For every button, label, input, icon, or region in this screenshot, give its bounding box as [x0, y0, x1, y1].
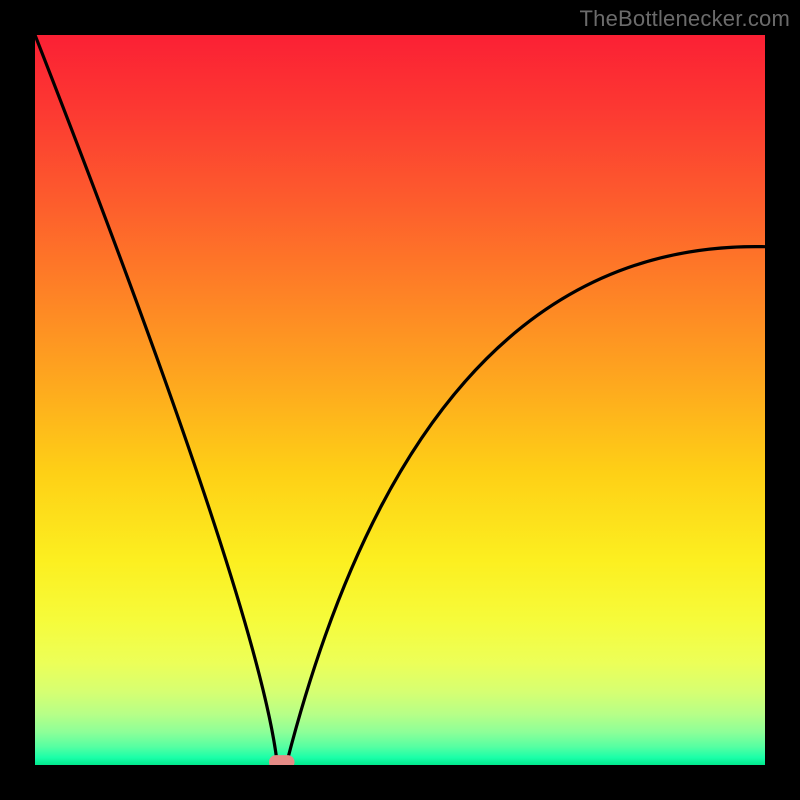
watermark-text: TheBottlenecker.com — [580, 6, 790, 32]
bottleneck-chart — [0, 0, 800, 800]
plot-area — [35, 35, 765, 765]
chart-stage: TheBottlenecker.com — [0, 0, 800, 800]
